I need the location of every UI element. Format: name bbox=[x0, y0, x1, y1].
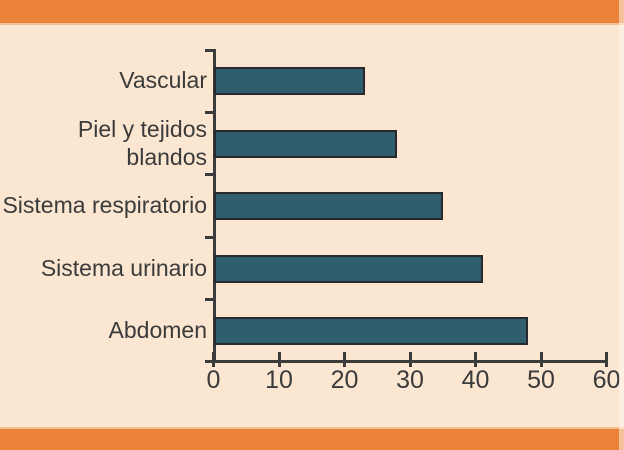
x-axis-tick-label: 30 bbox=[396, 366, 424, 394]
chart-row: Sistema respiratorio bbox=[0, 175, 624, 237]
x-axis-tick bbox=[212, 352, 215, 367]
chart-row: Sistema urinario bbox=[0, 237, 624, 299]
y-axis-tick bbox=[205, 298, 214, 302]
category-label: Sistema urinario bbox=[40, 254, 207, 281]
x-axis-tick bbox=[408, 352, 412, 367]
x-axis-tick-label: 10 bbox=[265, 366, 293, 394]
bar bbox=[214, 317, 528, 346]
bottom-border-band bbox=[0, 427, 624, 450]
category-label: Sistema respiratorio bbox=[2, 192, 207, 219]
x-axis-tick-label: 20 bbox=[330, 366, 359, 394]
y-axis-tick bbox=[205, 48, 214, 52]
x-axis-tick-label: 0 bbox=[206, 366, 221, 394]
x-axis-tick bbox=[277, 352, 281, 367]
chart-row: Piel y tejidos blandos bbox=[0, 112, 624, 174]
x-axis-tick-label: 40 bbox=[461, 366, 490, 394]
y-axis-tick bbox=[205, 173, 214, 177]
y-axis-tick bbox=[205, 110, 214, 114]
x-axis-tick bbox=[474, 352, 477, 367]
bar bbox=[214, 192, 443, 221]
x-axis-tick bbox=[343, 352, 346, 367]
category-label: Vascular bbox=[119, 67, 207, 94]
top-border-band bbox=[0, 0, 624, 25]
category-label: Piel y tejidos blandos bbox=[77, 116, 207, 170]
x-axis-tick-label: 60 bbox=[592, 366, 621, 394]
bar bbox=[214, 254, 483, 283]
x-axis-line bbox=[205, 360, 607, 363]
x-axis-tick-label: 50 bbox=[527, 366, 555, 394]
chart-row: Vascular bbox=[0, 50, 624, 112]
chart-row: Abdomen bbox=[0, 300, 624, 362]
x-axis-tick bbox=[539, 352, 543, 367]
y-axis-tick bbox=[205, 235, 214, 239]
bar bbox=[214, 129, 397, 158]
bar bbox=[214, 67, 365, 96]
x-axis-tick bbox=[605, 352, 608, 367]
category-label: Abdomen bbox=[108, 317, 207, 344]
